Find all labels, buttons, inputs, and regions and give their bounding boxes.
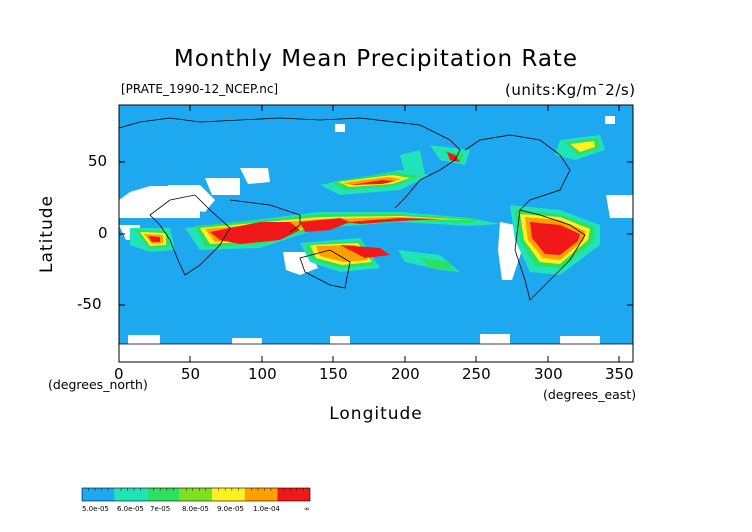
coastlines [119, 117, 633, 345]
x-unit-note: (degrees_east) [543, 387, 637, 402]
legend-label: 5.0e-05 [82, 505, 109, 513]
legend-frame [81, 487, 311, 502]
units-label: (units:Kg/m¯2/s) [505, 81, 636, 99]
legend-label: 9.0e-05 [217, 505, 244, 513]
legend-label: 8.0e-05 [182, 505, 209, 513]
x-tick-label: 50 [181, 365, 201, 383]
legend-swatch [179, 488, 213, 501]
y-tick-label: 0 [98, 224, 108, 242]
x-axis-label: Longitude [329, 404, 423, 424]
legend-swatch [147, 488, 180, 501]
x-tick-label: 250 [462, 365, 491, 383]
y-tick-label: -50 [77, 295, 102, 313]
x-tick-label: 150 [319, 365, 348, 383]
legend-label: 1.0e-04 [253, 505, 280, 513]
dry-regions [119, 116, 633, 362]
max-rain-regions [148, 152, 580, 258]
legend-colorbar [81, 487, 311, 502]
legend-swatch [244, 488, 278, 501]
legend-swatch [114, 488, 148, 501]
x-tick-label: 350 [605, 365, 634, 383]
precipitation-field [119, 116, 633, 362]
y-axis-ticks [119, 161, 633, 306]
legend-swatch [212, 488, 245, 501]
legend-swatch [82, 488, 115, 501]
chart-title: Monthly Mean Precipitation Rate [173, 46, 579, 72]
legend-swatch [277, 488, 310, 501]
legend-label: 7e-05 [150, 505, 171, 513]
legend-label: 6.0e-05 [117, 505, 144, 513]
y-tick-label: 50 [88, 152, 108, 170]
x-axis-ticks [118, 105, 620, 362]
y-unit-note: (degrees_north) [48, 377, 148, 392]
x-tick-label: 100 [248, 365, 277, 383]
y-axis-label: Latitude [37, 195, 57, 273]
x-tick-label: 0 [114, 365, 124, 383]
file-label: [PRATE_1990-12_NCEP.nc] [121, 82, 279, 96]
x-tick-label: 200 [391, 365, 420, 383]
x-tick-label: 300 [534, 365, 563, 383]
legend-label: ∞ [304, 505, 310, 513]
